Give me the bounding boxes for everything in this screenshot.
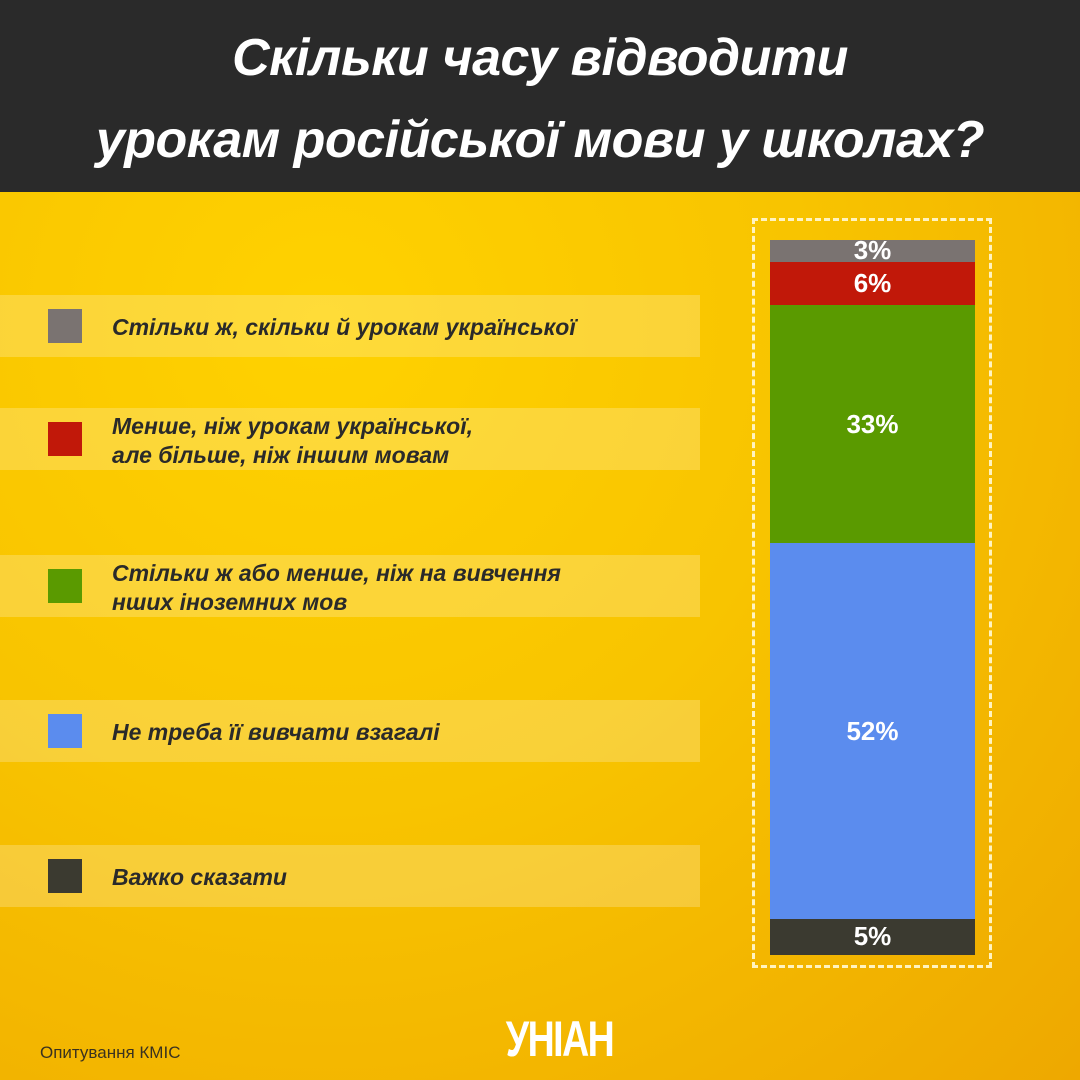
- bar-segment: 3%: [770, 235, 975, 265]
- bar-segment: 6%: [770, 261, 975, 305]
- legend-swatch: [48, 714, 82, 748]
- bar-segment: 52%: [770, 543, 975, 919]
- data-label: 5%: [853, 921, 892, 952]
- data-label: 52%: [846, 715, 899, 746]
- title: Скільки часу відводити: [232, 29, 848, 87]
- data-label: 6%: [853, 267, 892, 298]
- legend-label: Менше, ніж урокам української, але більш…: [112, 413, 474, 468]
- legend-band: [0, 408, 700, 470]
- legend-band: [0, 845, 700, 907]
- logo: УНІАН: [505, 1011, 615, 1067]
- legend-swatch: [48, 422, 82, 456]
- legend-band: [0, 700, 700, 762]
- source: Опитування КМІС: [40, 1043, 181, 1062]
- legend-band: [0, 555, 700, 617]
- bar-segment: 5%: [770, 918, 975, 955]
- legend-label: Не треба її вивчати взагалі: [112, 719, 440, 745]
- header: Скільки часу відводити урокам російської…: [0, 0, 1080, 192]
- data-label: 33%: [846, 408, 899, 439]
- legend-swatch: [48, 569, 82, 603]
- legend-label: Важко сказати: [112, 864, 287, 890]
- data-label: 3%: [853, 235, 892, 266]
- legend-swatch: [48, 309, 82, 343]
- bar-segment: 33%: [770, 305, 975, 544]
- title: урокам російської мови у школах?: [95, 111, 985, 169]
- legend-band: [0, 295, 700, 357]
- legend-label: Стільки ж або менше, ніж на вивчення нши…: [112, 560, 561, 615]
- bar-frame: [752, 218, 992, 968]
- legend-swatch: [48, 859, 82, 893]
- legend-label: Стільки ж, скільки й урокам української: [112, 314, 576, 340]
